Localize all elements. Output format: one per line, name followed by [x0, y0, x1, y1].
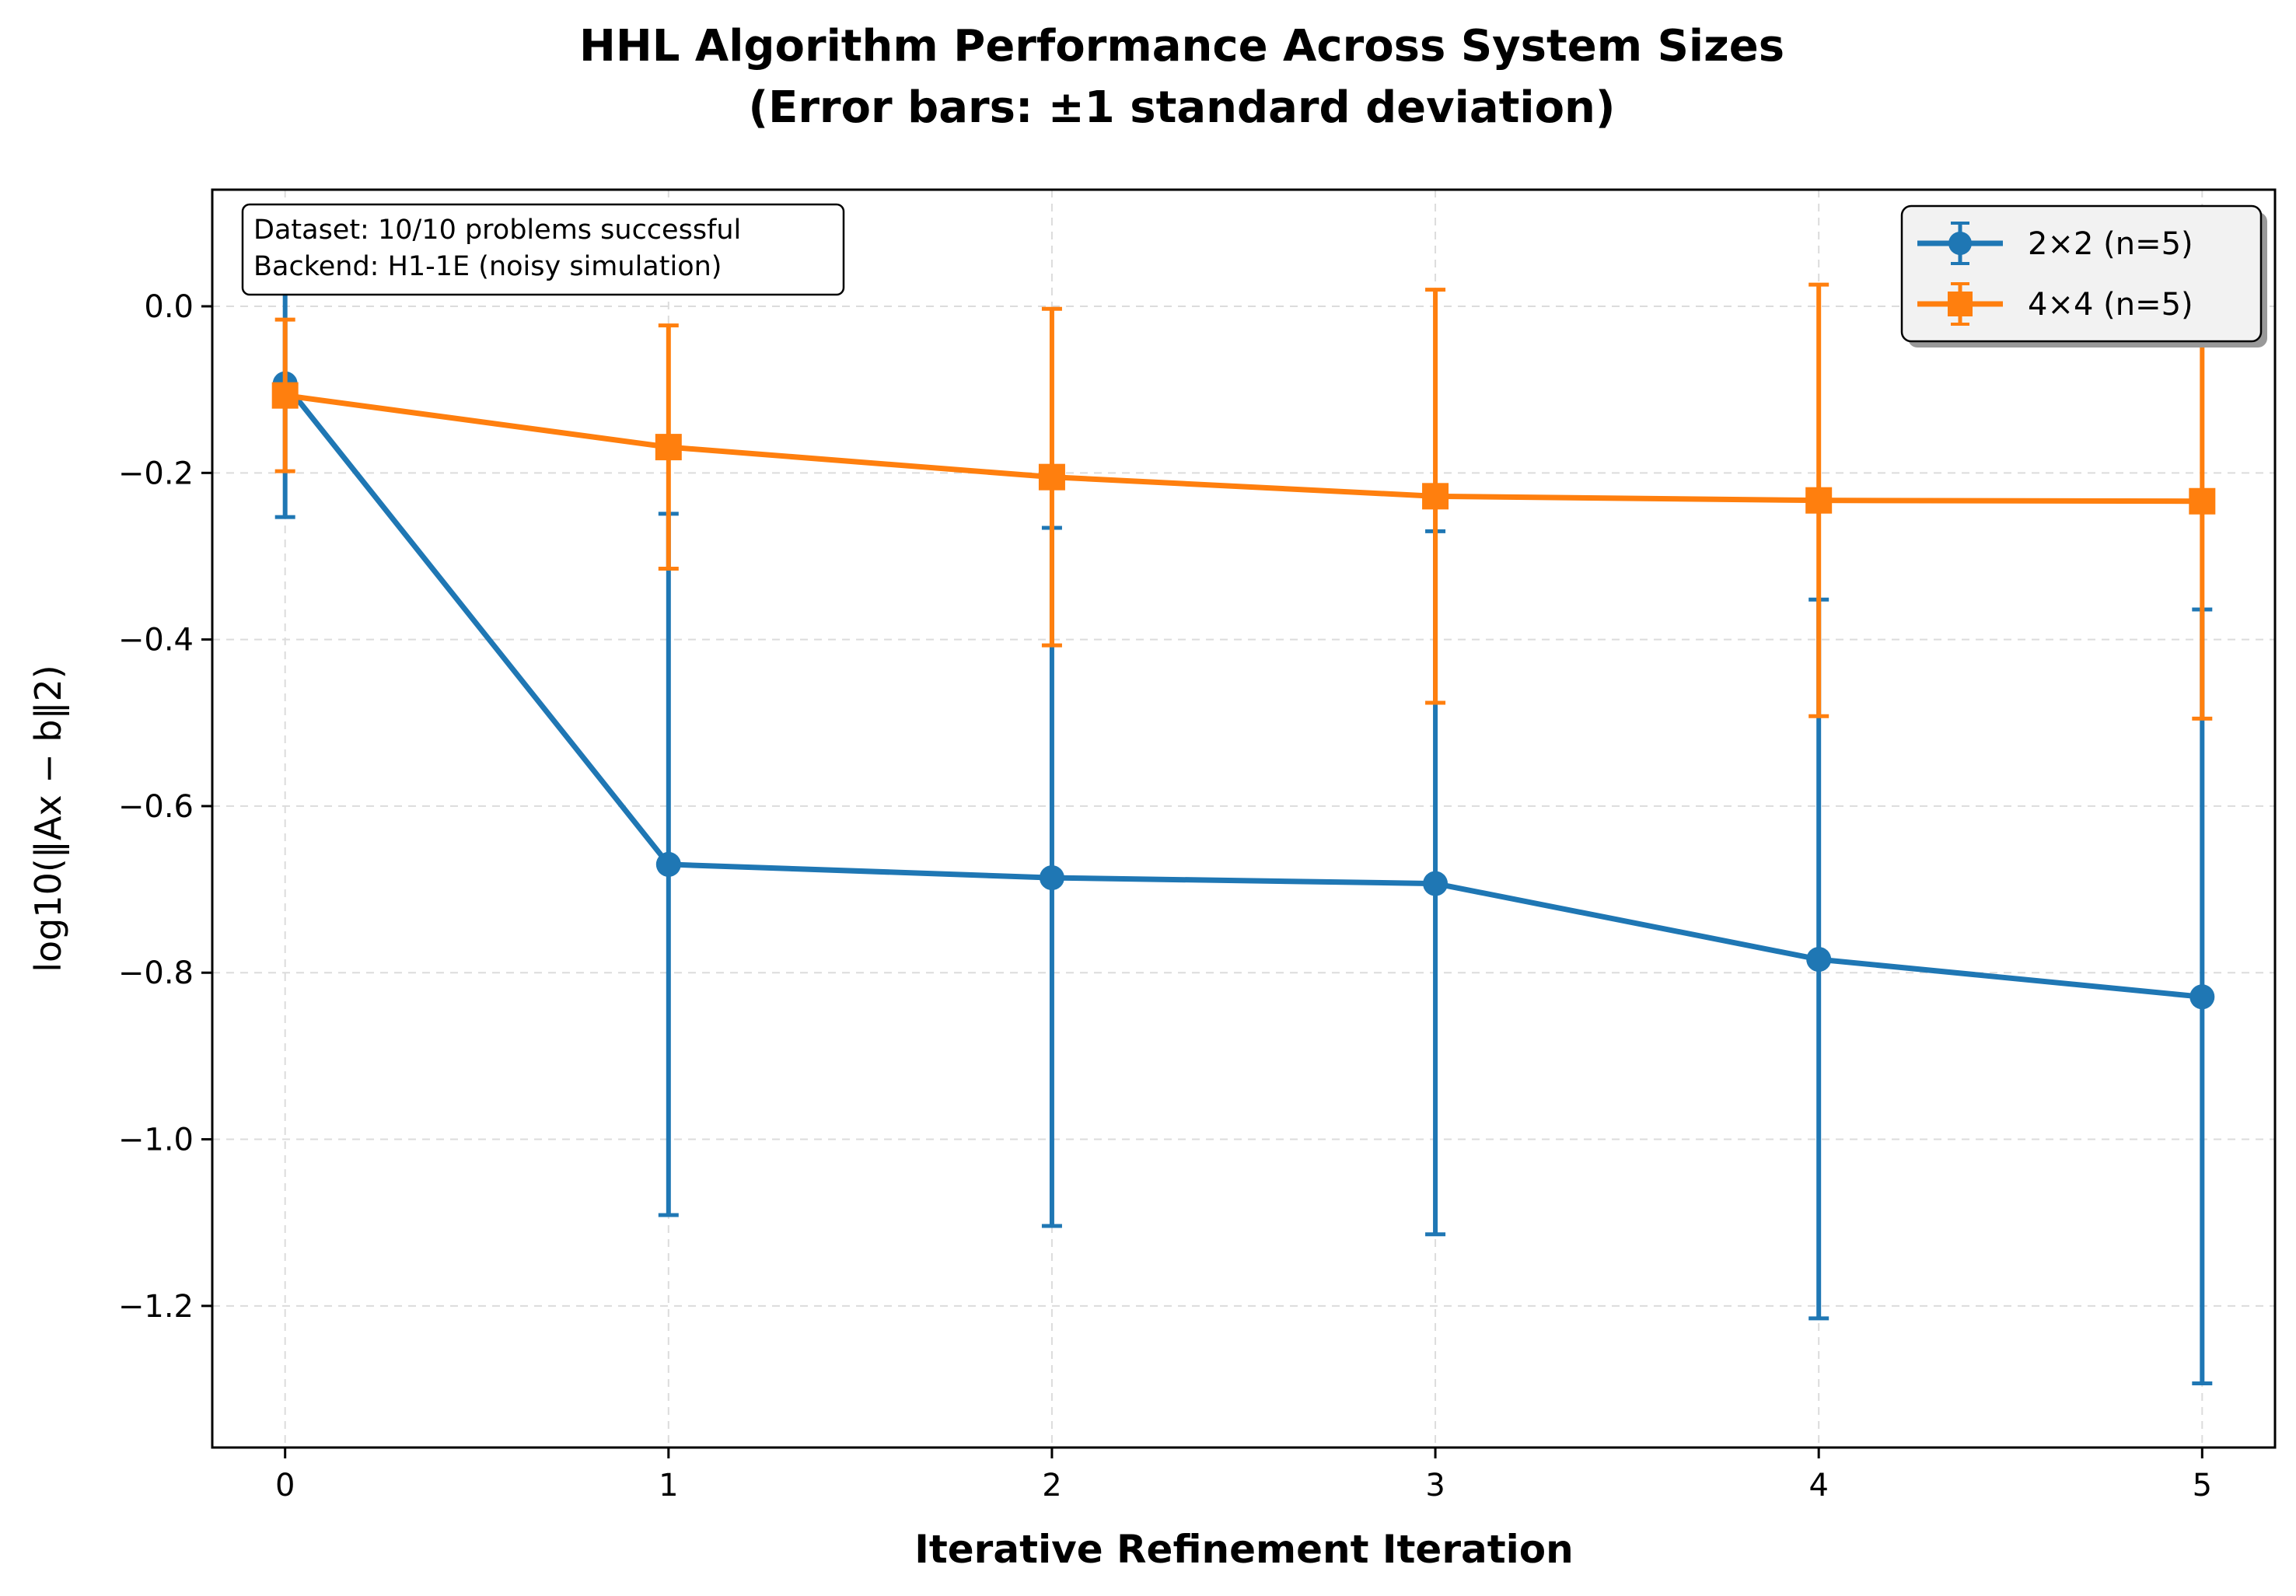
series-line [282, 382, 2203, 1000]
series-2 [271, 281, 2216, 721]
annotation-line-2: Backend: H1-1E (noisy simulation) [253, 251, 722, 282]
legend-frame [1900, 204, 2263, 343]
x-tick-label: 3 [1425, 1468, 1445, 1503]
y-tick-label: −0.6 [118, 789, 194, 825]
data-point [2189, 984, 2215, 1010]
data-point [655, 851, 681, 877]
y-tick-label: −0.2 [118, 456, 194, 491]
chart-subtitle: (Error bars: ±1 standard deviation) [748, 82, 1615, 133]
legend-marker [1948, 292, 1973, 316]
legend-label: 4×4 (n=5) [2028, 287, 2193, 323]
legend-entries: 2×2 (n=5) 4×4 (n=5) [1917, 222, 2193, 326]
y-tick-label: −0.8 [118, 955, 194, 991]
y-axis-label: log10(‖Ax − b‖2) [27, 665, 70, 973]
annotation-frame [241, 203, 845, 296]
data-point [655, 434, 682, 461]
axis-ticks: 0 1 2 3 4 5 0.0 −0.2 −0.4 −0.6 −0.8 −1.0 −1.2 [118, 289, 2212, 1503]
data-point [1806, 947, 1832, 973]
series-1 [272, 248, 2215, 1385]
x-tick-label: 5 [2193, 1468, 2212, 1503]
series-line [285, 393, 2203, 505]
data-point [2189, 487, 2216, 515]
data-point [271, 382, 299, 409]
data-point [1422, 483, 1449, 510]
legend: 2×2 (n=5) 4×4 (n=5) [1900, 204, 2267, 347]
data-point [1038, 463, 1065, 491]
y-tick-label: −0.4 [118, 623, 194, 658]
y-tick-label: 0.0 [144, 289, 194, 325]
chart-title: HHL Algorithm Performance Across System … [579, 21, 1784, 72]
data-point [1039, 865, 1064, 891]
legend-entry-1: 2×2 (n=5) [1917, 222, 2193, 265]
data-point [1805, 487, 1833, 514]
x-tick-label: 2 [1042, 1468, 1061, 1503]
x-tick-label: 1 [659, 1468, 678, 1503]
grid [212, 190, 2275, 1448]
x-axis-label: Iterative Refinement Iteration [914, 1527, 1573, 1572]
legend-entry-2: 4×4 (n=5) [1917, 282, 2193, 326]
x-tick-label: 4 [1808, 1468, 1828, 1503]
legend-marker [1948, 232, 1972, 255]
annotation-box: Dataset: 10/10 problems successful Backe… [241, 203, 845, 296]
annotation-line-1: Dataset: 10/10 problems successful [253, 215, 741, 246]
legend-label: 2×2 (n=5) [2028, 226, 2193, 262]
plot-frame [211, 188, 2277, 1449]
series [271, 248, 2216, 1385]
data-point [1423, 871, 1449, 896]
y-tick-label: −1.0 [118, 1123, 194, 1158]
y-tick-label: −1.2 [118, 1289, 194, 1325]
x-tick-label: 0 [275, 1468, 295, 1503]
